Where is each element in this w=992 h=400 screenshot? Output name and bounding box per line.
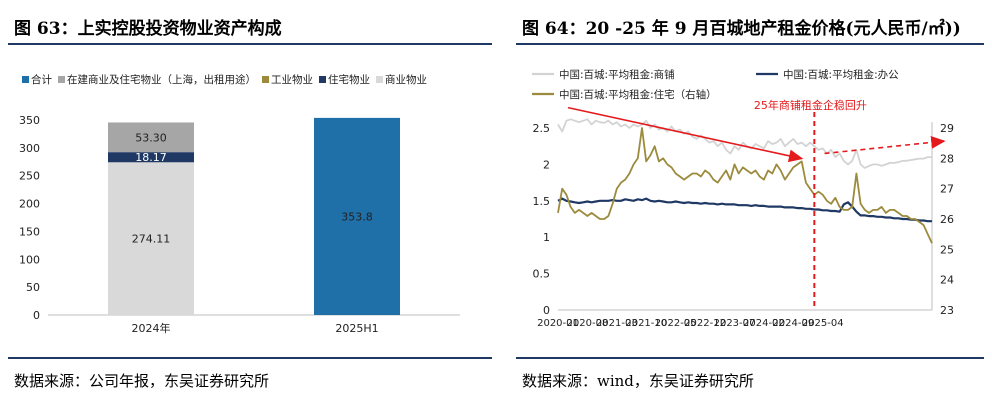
rent-line-chart: 中国:百城:平均租金:商铺 中国:百城:平均租金:办公中国:百城:平均租金:住宅（… bbox=[532, 68, 954, 329]
left-y-tick-label: 1 bbox=[543, 231, 550, 244]
legend-label: 商业物业 bbox=[385, 73, 427, 86]
x-tick-label: 2025H1 bbox=[335, 322, 378, 335]
y-tick-label: 250 bbox=[19, 170, 40, 183]
y-tick-label: 200 bbox=[19, 198, 40, 211]
y-tick-label: 150 bbox=[19, 225, 40, 238]
x-tick-label: 2024-02 bbox=[743, 318, 785, 329]
x-tick-label: 2020-08 bbox=[567, 318, 609, 329]
right-y-tick-label: 29 bbox=[940, 122, 954, 135]
x-tick-label: 2024年 bbox=[132, 321, 171, 335]
x-tick-label: 2024-09 bbox=[772, 318, 814, 329]
y-tick-label: 50 bbox=[26, 281, 40, 294]
legend-label: 合计 bbox=[31, 73, 52, 86]
left-y-tick-label: 2.5 bbox=[533, 122, 551, 135]
right-y-tick-label: 23 bbox=[940, 304, 954, 317]
y-tick-label: 0 bbox=[33, 309, 40, 322]
left-bottom-rule bbox=[8, 357, 492, 359]
series-line-1 bbox=[557, 118, 932, 169]
legend-swatch bbox=[376, 76, 383, 83]
bar-segment bbox=[314, 117, 400, 315]
legend-label: 中国:百城:平均租金:住宅（右轴） bbox=[559, 88, 717, 101]
legend-label: 中国:百城:平均租金:商铺 bbox=[559, 68, 675, 81]
x-tick-label: 2020-01 bbox=[537, 318, 579, 329]
right-y-tick-label: 28 bbox=[940, 152, 954, 165]
legend-label: 住宅物业 bbox=[328, 73, 370, 86]
right-title-rule bbox=[516, 43, 984, 45]
x-tick-label: 2022-05 bbox=[655, 318, 697, 329]
legend-swatch bbox=[319, 76, 326, 83]
right-y-tick-label: 26 bbox=[940, 213, 954, 226]
rebound-trend-arrow bbox=[824, 136, 946, 155]
right-y-tick-label: 27 bbox=[940, 183, 954, 196]
x-tick-label: 2025-04 bbox=[802, 318, 844, 329]
annotation-text: 25年商铺租金企稳回升 bbox=[754, 98, 867, 112]
left-figure-panel: 图 63：上实控股投资物业资产构成 合计 在建商业及住宅物业（上海，出租用途） 工业… bbox=[8, 19, 492, 390]
y-tick-label: 100 bbox=[19, 253, 40, 266]
x-tick-label: 2023-07 bbox=[714, 318, 756, 329]
right-figure-title: 图 64：20 -25 年 9 月百城地产租金价格(元人民币/㎡)) bbox=[522, 19, 961, 39]
y-tick-label: 300 bbox=[19, 142, 40, 155]
right-figure-panel: 图 64：20 -25 年 9 月百城地产租金价格(元人民币/㎡)) 中国:百城… bbox=[508, 0, 992, 400]
legend-label: 中国:百城:平均租金:办公 bbox=[783, 68, 899, 81]
legend-swatch bbox=[58, 76, 65, 83]
bar-data-label: 53.30 bbox=[135, 131, 167, 144]
x-tick-label: 2022-12 bbox=[684, 318, 726, 329]
legend-label: 在建商业及住宅物业（上海，出租用途） bbox=[67, 73, 256, 86]
y-tick-label: 350 bbox=[19, 114, 40, 127]
right-y-tick-label: 25 bbox=[940, 243, 954, 256]
left-y-tick-label: 1.5 bbox=[533, 195, 551, 208]
right-y-tick-label: 24 bbox=[940, 274, 954, 287]
series-line-2 bbox=[557, 197, 932, 223]
series-line-3 bbox=[557, 127, 933, 244]
left-y-tick-label: 0 bbox=[543, 304, 550, 317]
left-source-note: 数据来源：公司年报，东吴证券研究所 bbox=[14, 372, 270, 390]
x-tick-label: 2021-03 bbox=[596, 318, 638, 329]
legend-swatch bbox=[22, 76, 29, 83]
bar-segment bbox=[108, 162, 194, 315]
left-y-tick-label: 2 bbox=[543, 158, 550, 171]
left-figure-title: 图 63：上实控股投资物业资产构成 bbox=[14, 19, 282, 39]
left-y-tick-label: 0.5 bbox=[533, 268, 551, 281]
bar-data-label: 353.8 bbox=[341, 210, 373, 223]
stacked-bar-chart: 合计 在建商业及住宅物业（上海，出租用途） 工业物业 住宅物业 商业物业 0 50 100 15… bbox=[19, 73, 460, 335]
right-source-note: 数据来源：wind，东吴证券研究所 bbox=[522, 372, 754, 390]
bar-data-label: 274.11 bbox=[132, 233, 171, 246]
bar-segment bbox=[108, 122, 194, 153]
decline-trend-arrow bbox=[567, 106, 804, 163]
legend-swatch bbox=[262, 76, 269, 83]
bar-segment bbox=[108, 152, 194, 163]
legend-label: 工业物业 bbox=[271, 73, 313, 86]
right-bottom-rule bbox=[516, 357, 984, 359]
bar-data-label: 18.17 bbox=[135, 151, 167, 164]
x-tick-label: 2021-10 bbox=[625, 318, 667, 329]
left-title-rule bbox=[8, 43, 492, 45]
